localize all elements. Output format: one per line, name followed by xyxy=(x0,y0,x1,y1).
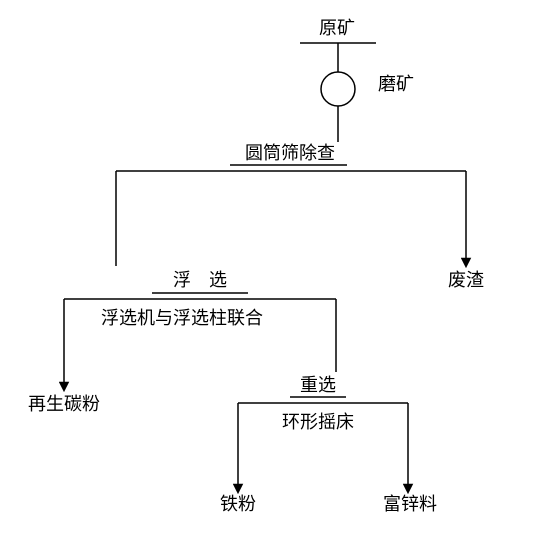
label-grinding: 磨矿 xyxy=(378,74,414,94)
shapes-layer xyxy=(321,72,355,106)
label-flotation_sub: 浮选机与浮选柱联合 xyxy=(101,308,263,328)
grinding-circle xyxy=(321,72,355,106)
label-zinc_rich: 富锌料 xyxy=(383,494,437,514)
lines-layer xyxy=(64,43,466,490)
process-flowchart: 原矿磨矿圆筒筛除查浮 选浮选机与浮选柱联合 废渣再生碳粉 重选环形摇床铁粉 富锌料 xyxy=(0,0,538,534)
label-screening: 圆筒筛除查 xyxy=(245,143,335,163)
label-reselect_sub: 环形摇床 xyxy=(282,412,354,432)
label-iron_powder: 铁粉 xyxy=(220,494,256,514)
labels-layer: 原矿磨矿圆筒筛除查浮 选浮选机与浮选柱联合 废渣再生碳粉 重选环形摇床铁粉 富锌料 xyxy=(28,18,484,514)
label-waste: 废渣 xyxy=(448,270,484,290)
label-raw_ore: 原矿 xyxy=(319,18,355,38)
label-regen_carbon: 再生碳粉 xyxy=(28,394,100,414)
label-reselect_title: 重选 xyxy=(300,375,336,395)
label-flotation_title: 浮 选 xyxy=(173,270,227,290)
